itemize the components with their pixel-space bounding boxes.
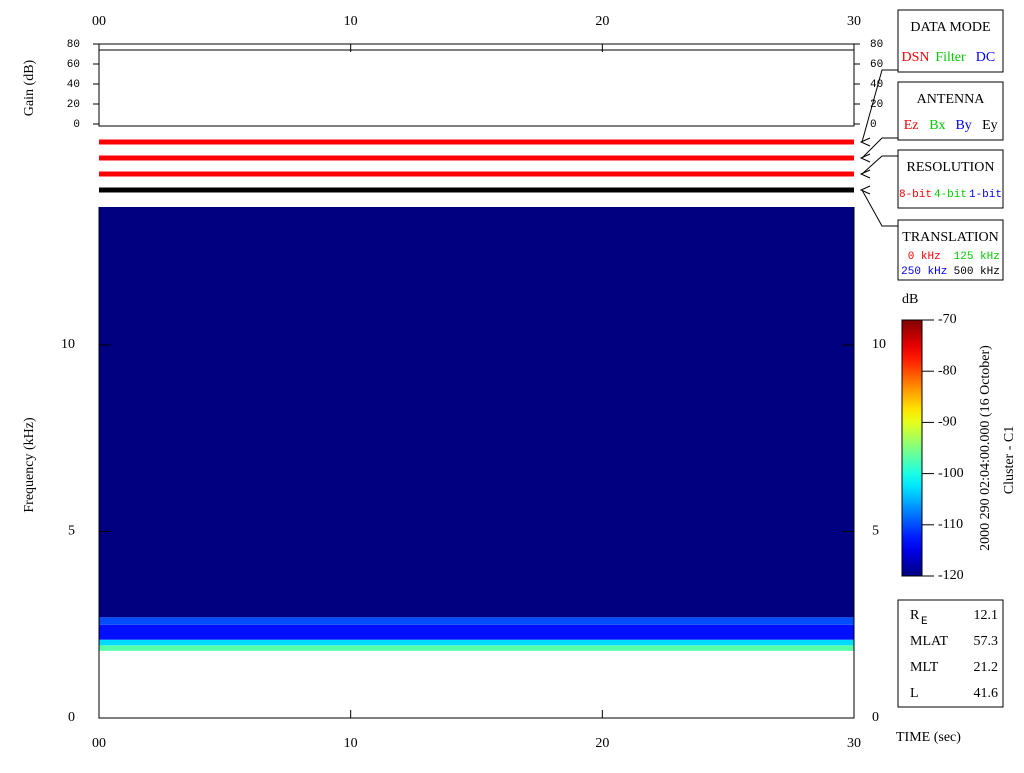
colorbar-tick-label: -100 [938,466,964,481]
spectrogram-cell [99,645,854,651]
spectrogram-cell [99,617,854,625]
gain-tick-label: 60 [870,59,883,71]
x-tick-label: 10 [344,736,358,751]
status-arrowhead [859,169,871,179]
x-tick-label: 10 [344,14,358,29]
info-label: MLT [910,660,939,675]
info-box [897,599,1004,708]
colorbar [901,319,923,577]
legend-box [897,219,1004,281]
colorbar-tick-label: -110 [938,517,963,532]
gain-tick-label: 40 [870,79,883,91]
legend-box [897,81,1004,141]
x-tick-label: 20 [595,736,609,751]
info-value: 12.1 [974,608,999,623]
legend-item: 125 kHz [954,251,1000,263]
legend-box [897,9,1004,73]
gain-tick-label: 40 [67,79,80,91]
legend-item: 8-bit [899,189,932,201]
legend-item: 250 kHz [901,266,947,278]
legend-title: ANTENNA [917,92,986,107]
legend-item: Ey [982,118,998,133]
gain-tick-label: 60 [67,59,80,71]
legend-item: DC [976,50,995,65]
x-axis-label: TIME (sec) [896,730,961,745]
legend-item: Bx [929,118,945,133]
spectrogram-cell [99,207,854,618]
colorbar-tick-label: -90 [938,415,957,430]
legend-item: 4-bit [934,189,967,201]
status-arrow [861,137,898,159]
colorbar-label: dB [902,292,918,307]
y-tick-label: 5 [68,524,75,539]
info-value: 21.2 [974,660,999,675]
legend-item: By [955,118,971,133]
y-tick-label: 10 [61,337,75,352]
status-arrowhead [859,185,871,195]
legend-item: 500 kHz [954,266,1000,278]
x-tick-label: 30 [847,14,861,29]
legend-item: Ez [904,118,919,133]
legend-item: Filter [935,50,966,65]
status-arrowhead [859,137,871,147]
spectrogram-cell [99,639,854,646]
y-axis-label: Frequency (kHz) [22,417,37,513]
x-tick-label: 20 [595,14,609,29]
legend-item: DSN [901,50,929,65]
y-tick-label: 0 [872,710,879,725]
gain-tick-label: 80 [870,39,883,51]
spectrogram-cell [99,624,854,640]
gain-tick-label: 20 [67,99,80,111]
annotation: 2000 290 02:04:00.000 (16 October) [978,345,993,551]
legend-title: DATA MODE [910,20,990,35]
gain-tick-label: 0 [870,119,877,131]
info-value: 41.6 [974,686,999,701]
colorbar-tick-label: -80 [938,363,957,378]
plot-frame [98,207,855,719]
status-arrowhead [859,153,871,163]
legend-box [897,149,1004,209]
legend-title: TRANSLATION [902,230,998,245]
gain-tick-label: 80 [67,39,80,51]
info-label: MLAT [910,634,949,649]
y-tick-label: 5 [872,524,879,539]
legend-item: 0 kHz [908,251,941,263]
info-value: 57.3 [974,634,999,649]
gain-panel [98,49,855,127]
legend-title: RESOLUTION [907,160,995,175]
x-tick-label: 00 [92,736,106,751]
y-tick-label: 0 [68,710,75,725]
x-tick-label: 30 [847,736,861,751]
gain-label: Gain (dB) [22,59,37,116]
info-label-sub: E [921,616,928,628]
y-tick-label: 10 [872,337,886,352]
annotation: Cluster - C1 [1002,426,1017,494]
x-tick-label: 00 [92,14,106,29]
status-arrow [861,155,898,175]
colorbar-tick-label: -120 [938,568,964,583]
legend-item: 1-bit [969,189,1002,201]
info-label: R [910,608,920,623]
status-arrow [861,69,898,143]
colorbar-tick-label: -70 [938,312,957,327]
gain-tick-label: 0 [73,119,80,131]
status-arrow [861,189,898,227]
info-label: L [910,686,919,701]
